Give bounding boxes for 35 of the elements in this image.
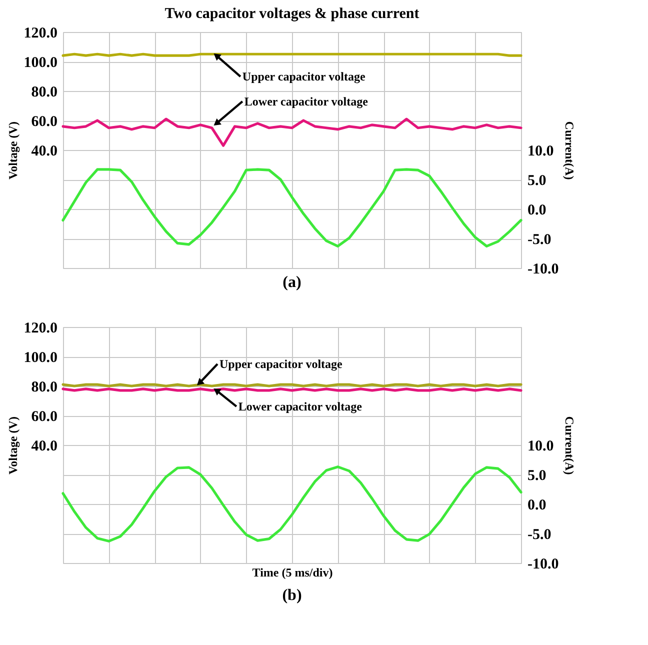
y2-tick-label: -5.0 [528,232,552,248]
y2-tick-label: 0.0 [528,498,546,514]
line-series [62,168,522,248]
annotation: Upper capacitor voltage [242,70,366,84]
annotation: Lower capacitor voltage [238,399,363,414]
y-tick-label: 100.0 [24,55,58,71]
line-series [62,118,522,147]
annotation: Upper capacitor voltage [219,357,344,372]
annotation: Lower capacitor voltage [244,94,369,108]
y-tick-label: 60.0 [31,114,58,130]
x-axis-title: Time (5 ms/div) [252,566,333,580]
line-series [62,466,522,542]
y2-tick-label: 0.0 [528,202,546,218]
y2-tick-label: 5.0 [528,173,546,189]
y2-tick-label: 10.0 [528,144,554,160]
y2-tick-label: -10.0 [528,556,559,572]
y-tick-label: 80.0 [31,84,58,100]
y2-tick-label: 10.0 [528,438,554,454]
y-tick-label: 60.0 [31,409,58,425]
y2-axis-title: Current(A) [562,121,577,180]
y-axis-title: Voltage (V) [6,122,20,180]
y-tick-label: 40.0 [31,144,58,160]
y2-tick-label: 5.0 [528,468,546,484]
y2-tick-label: -10.0 [528,262,559,278]
y-tick-label: 120.0 [24,320,58,336]
y-tick-label: 100.0 [24,350,58,366]
y-tick-label: 80.0 [31,380,58,396]
text: (a) [282,274,302,291]
y-tick-label: 40.0 [31,438,58,454]
text: (b) [282,587,302,604]
y-tick-label: 120.0 [24,26,58,42]
chart-title: Two capacitor voltages & phase current [164,6,420,22]
y2-tick-label: -5.0 [528,527,552,543]
y2-axis-title: Current(A) [562,416,577,475]
y-axis-title: Voltage (V) [6,416,20,474]
